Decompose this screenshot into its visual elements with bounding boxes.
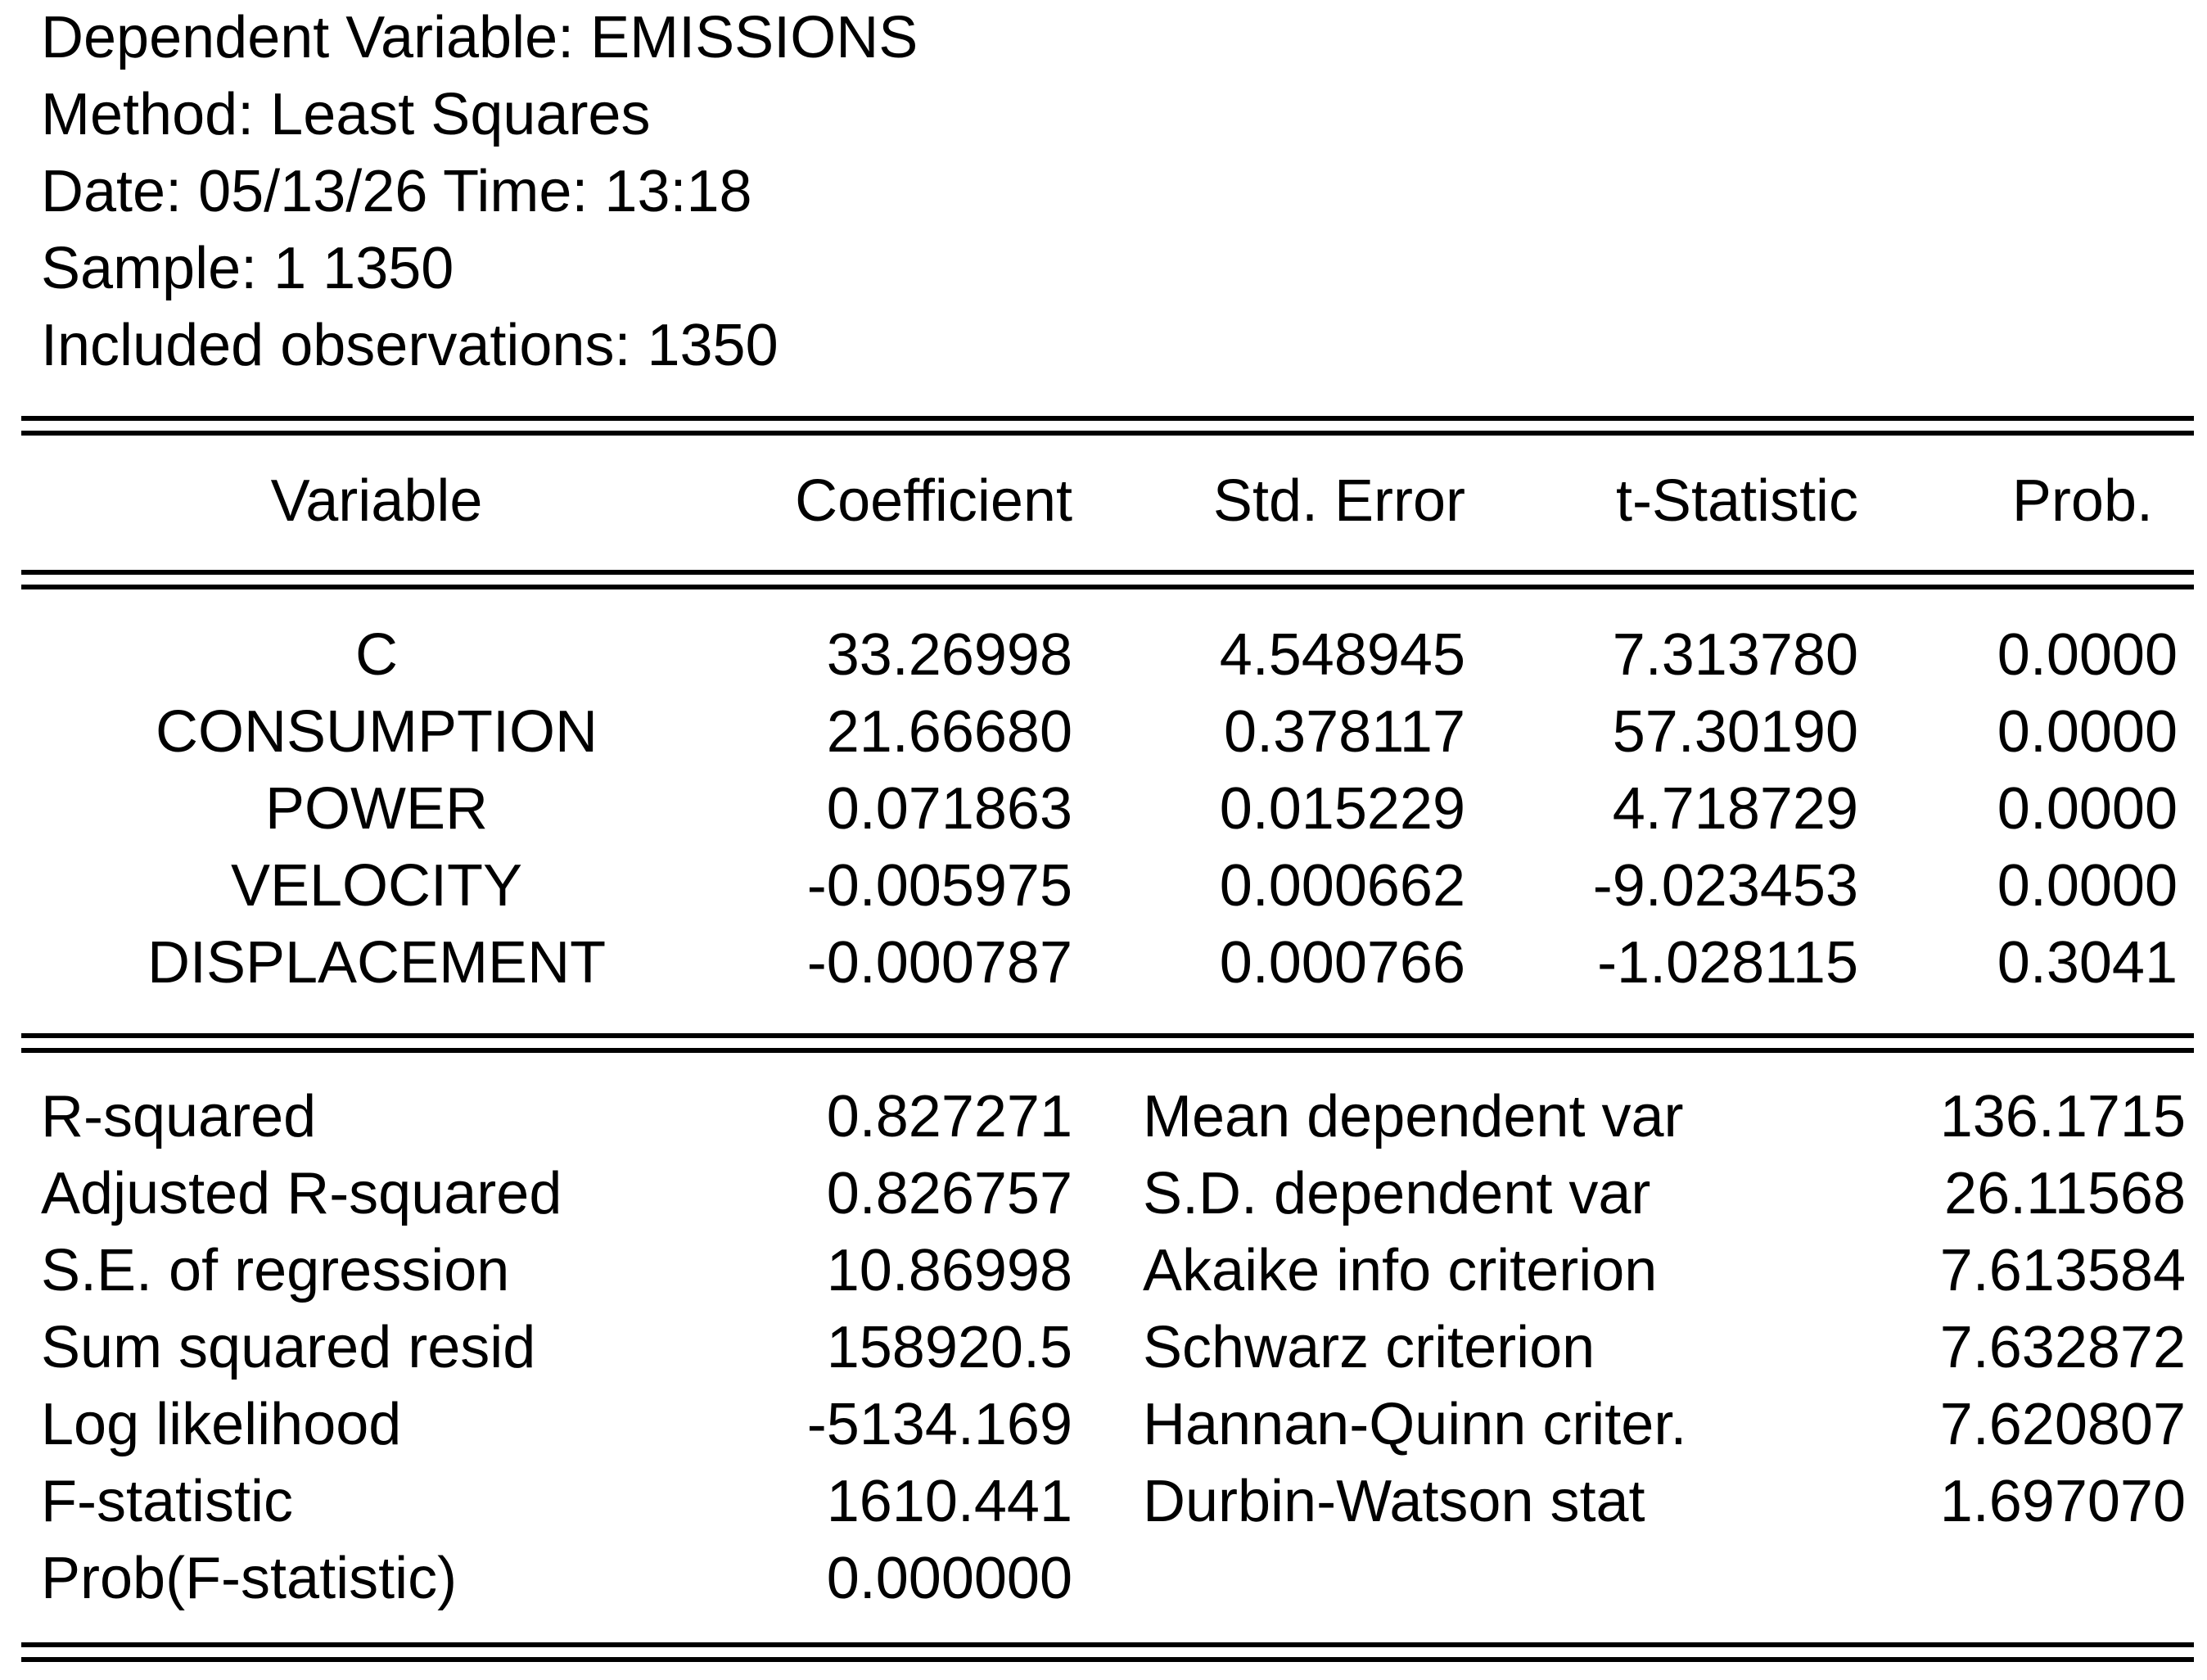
stat-value-log-likelihood: -5134.169 [806,1392,1072,1457]
coef-row-std-error: 0.015229 [1219,776,1465,842]
stat-label-mean-dependent-var: Mean dependent var [1143,1084,1684,1149]
coef-row-coefficient: 33.26998 [826,622,1072,688]
double-rule-bottom-b [21,1657,2194,1662]
stat-label-se-regression: S.E. of regression [41,1238,510,1303]
stat-label-r-squared: R-squared [41,1084,317,1149]
sample-line: Sample: 1 1350 [41,236,454,301]
observations-line: Included observations: 1350 [41,313,779,378]
double-rule-top-a [21,416,2194,421]
coef-row-std-error: 0.000766 [1219,930,1465,996]
stat-value-durbin-watson: 1.697070 [1939,1469,2186,1534]
stat-label-hannan-quinn: Hannan-Quinn criter. [1143,1392,1687,1457]
column-header-std-error: Std. Error [1212,468,1465,534]
stat-value-sd-dependent-var: 26.11568 [1944,1161,2186,1226]
stat-value-prob-f-statistic: 0.000000 [826,1546,1072,1611]
coef-row-variable: CONSUMPTION [156,699,598,765]
stat-value-mean-dependent-var: 136.1715 [1939,1084,2186,1149]
stat-label-durbin-watson: Durbin-Watson stat [1143,1469,1645,1534]
coef-row-t-statistic: 7.313780 [1612,622,1858,688]
coef-row-prob: 0.0000 [1997,853,2178,919]
date-time-line: Date: 05/13/26 Time: 13:18 [41,159,752,224]
coef-row-prob: 0.0000 [1997,699,2178,765]
coef-row-prob: 0.0000 [1997,776,2178,842]
coef-row-t-statistic: 57.30190 [1612,699,1858,765]
stat-value-f-statistic: 1610.441 [826,1469,1072,1534]
method-line: Method: Least Squares [41,82,651,147]
stat-value-r-squared: 0.827271 [826,1084,1072,1149]
double-rule-top-b [21,431,2194,436]
stat-value-sum-squared-resid: 158920.5 [826,1315,1072,1380]
double-rule-bottom-a [21,1642,2194,1647]
stat-value-schwarz: 7.632872 [1939,1315,2186,1380]
coef-row-prob: 0.3041 [1997,930,2178,996]
double-rule-middle-a [21,1033,2194,1038]
coef-row-std-error: 0.000662 [1219,853,1465,919]
stat-label-f-statistic: F-statistic [41,1469,294,1534]
coef-row-prob: 0.0000 [1997,622,2178,688]
coef-row-variable: C [355,622,398,688]
stat-value-akaike: 7.613584 [1939,1238,2186,1303]
coef-row-t-statistic: 4.718729 [1612,776,1858,842]
column-header-prob: Prob. [2011,468,2153,534]
coef-row-std-error: 0.378117 [1224,699,1465,765]
coef-row-coefficient: -0.005975 [806,853,1072,919]
coef-row-variable: VELOCITY [230,853,523,919]
coef-row-coefficient: -0.000787 [806,930,1072,996]
coef-row-coefficient: 0.071863 [826,776,1072,842]
coef-row-t-statistic: -9.023453 [1592,853,1858,919]
double-rule-middle-b [21,1048,2194,1053]
stat-value-se-regression: 10.86998 [826,1238,1072,1303]
stat-label-sd-dependent-var: S.D. dependent var [1143,1161,1651,1226]
column-header-t-statistic: t-Statistic [1615,468,1858,534]
stat-value-hannan-quinn: 7.620807 [1939,1392,2186,1457]
stat-label-sum-squared-resid: Sum squared resid [41,1315,536,1380]
dependent-variable-line: Dependent Variable: EMISSIONS [41,5,918,70]
column-header-variable: Variable [270,468,483,534]
double-rule-header-b [21,585,2194,589]
stat-label-schwarz: Schwarz criterion [1143,1315,1595,1380]
stat-label-log-likelihood: Log likelihood [41,1392,402,1457]
coef-row-coefficient: 21.66680 [826,699,1072,765]
stat-value-adjusted-r-squared: 0.826757 [826,1161,1072,1226]
coef-row-variable: DISPLACEMENT [147,930,607,996]
stat-label-akaike: Akaike info criterion [1143,1238,1658,1303]
stat-label-prob-f-statistic: Prob(F-statistic) [41,1546,458,1611]
coef-row-t-statistic: -1.028115 [1597,930,1858,996]
coef-row-variable: POWER [264,776,488,842]
coef-row-std-error: 4.548945 [1219,622,1465,688]
stat-label-adjusted-r-squared: Adjusted R-squared [41,1161,562,1226]
column-header-coefficient: Coefficient [795,468,1072,534]
double-rule-header-a [21,570,2194,575]
